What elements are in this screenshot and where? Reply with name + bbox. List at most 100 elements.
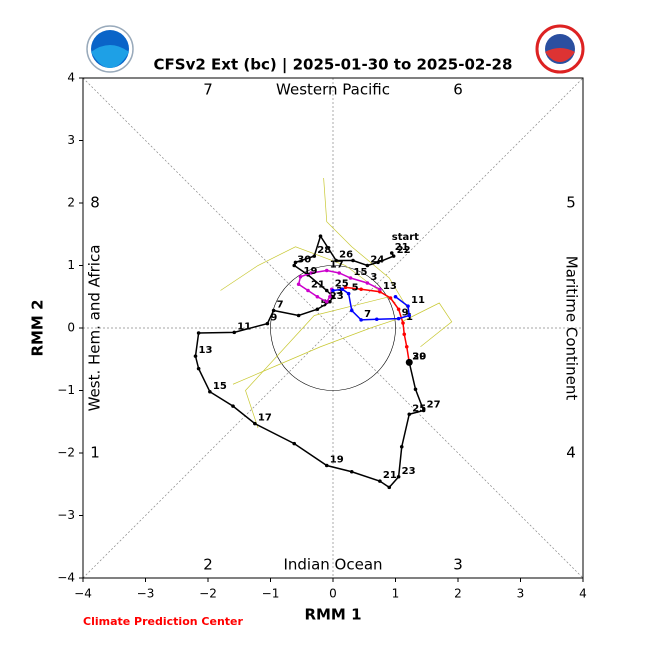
phase-label: 6	[453, 81, 463, 99]
phase-label: 5	[566, 194, 576, 212]
point-label: 5	[352, 283, 359, 294]
point-label: 7	[277, 300, 284, 311]
trajectory-point	[196, 331, 201, 335]
trajectory-point	[389, 251, 394, 255]
trajectory-point	[399, 444, 404, 449]
chart-title: CFSv2 Ext (bc) | 2025-01-30 to 2025-02-2…	[154, 56, 513, 75]
point-label: 25	[335, 278, 349, 289]
trajectory-point	[343, 285, 348, 290]
phase-label: 2	[203, 556, 213, 574]
trajectory-point	[309, 271, 313, 275]
x-axis-label: RMM 1	[304, 606, 361, 624]
phase-label: 4	[566, 444, 576, 462]
trajectory-point	[324, 288, 329, 293]
footer-credit: Climate Prediction Center	[83, 615, 243, 628]
y-tick-label: −2	[57, 446, 75, 460]
y-tick-label: 2	[67, 196, 75, 210]
y-axis-label: RMM 2	[29, 299, 47, 356]
point-label: 28	[317, 245, 331, 256]
trajectory-point	[388, 296, 393, 300]
y-tick-label: 3	[67, 133, 75, 147]
trajectory-point	[348, 276, 353, 280]
trajectory-point	[391, 254, 396, 258]
trajectory-point	[324, 463, 329, 468]
point-label: 27	[427, 400, 441, 411]
trajectory-point	[402, 332, 407, 337]
trajectory-point	[365, 281, 370, 285]
region-label: Maritime Continent	[563, 256, 581, 401]
x-tick-label: −2	[199, 587, 217, 601]
trajectory-point	[293, 260, 298, 265]
trajectory-point	[393, 294, 398, 299]
point-label: 1	[406, 312, 413, 323]
point-label: 9	[270, 313, 277, 324]
point-label: 9	[402, 308, 409, 319]
trajectory-point	[231, 404, 235, 408]
trajectory-point	[407, 412, 412, 417]
trajectory-point	[365, 263, 370, 268]
trajectory-point	[334, 258, 338, 263]
trajectory-point	[312, 254, 317, 258]
region-label: West. Hem. and Africa	[86, 245, 104, 412]
point-label: 21	[383, 470, 397, 481]
point-label: 21	[395, 242, 409, 253]
x-tick-label: 3	[517, 587, 525, 601]
region-label: Indian Ocean	[283, 556, 382, 574]
start-label: start	[392, 232, 419, 243]
trajectory-point	[296, 313, 301, 318]
phase-label: 8	[90, 194, 100, 212]
trajectory-point	[374, 317, 379, 322]
point-label: 5	[320, 298, 327, 309]
trajectory-line	[345, 286, 410, 363]
trajectory-line	[332, 288, 411, 321]
point-label: 11	[237, 321, 251, 332]
plot-frame	[82, 77, 584, 579]
x-tick-label: 2	[454, 587, 462, 601]
x-tick-label: 0	[329, 587, 337, 601]
trajectory-point	[232, 330, 237, 335]
trajectory-point	[396, 316, 401, 321]
trajectory-point	[406, 304, 410, 308]
point-label: 17	[330, 260, 344, 271]
point-label: 15	[213, 381, 227, 392]
trajectory-point	[315, 294, 320, 299]
trajectory-point	[253, 421, 257, 426]
point-label: 13	[383, 281, 397, 292]
trajectory-point	[324, 268, 329, 273]
trajectory-point	[349, 308, 354, 313]
trajectory-point	[376, 260, 380, 265]
trajectory-point	[306, 288, 310, 293]
point-label: 15	[354, 267, 368, 278]
point-label: 30	[412, 351, 426, 362]
trajectory-line	[323, 177, 409, 310]
trajectory-point	[315, 307, 320, 312]
trajectory-point	[296, 282, 301, 287]
trajectory-point	[265, 321, 270, 326]
trajectory-point	[396, 307, 401, 312]
trajectory-line	[194, 234, 425, 489]
point-label: 23	[402, 466, 416, 477]
trajectory-point	[378, 479, 382, 483]
x-tick-label: 1	[392, 587, 400, 601]
trajectory-point	[331, 288, 335, 293]
trajectory-point	[346, 291, 351, 296]
trajectory-point	[401, 321, 405, 325]
trajectory-point	[337, 271, 342, 275]
trajectory-point	[196, 366, 201, 371]
point-label: 3	[370, 272, 377, 283]
trajectory-point	[318, 234, 323, 238]
trajectory-point	[351, 258, 355, 263]
trajectory-point	[298, 274, 303, 279]
y-tick-label: 1	[67, 258, 75, 272]
y-tick-label: −4	[57, 571, 75, 585]
point-label: 21	[311, 280, 325, 291]
phase-label: 1	[90, 444, 100, 462]
point-label: 7	[364, 309, 371, 320]
trajectory-line	[245, 296, 390, 429]
point-label: 19	[304, 266, 318, 277]
trajectory-point	[349, 469, 354, 474]
point-label: 25	[412, 403, 426, 414]
unit-circle	[270, 265, 396, 391]
trajectory-point	[404, 344, 409, 349]
